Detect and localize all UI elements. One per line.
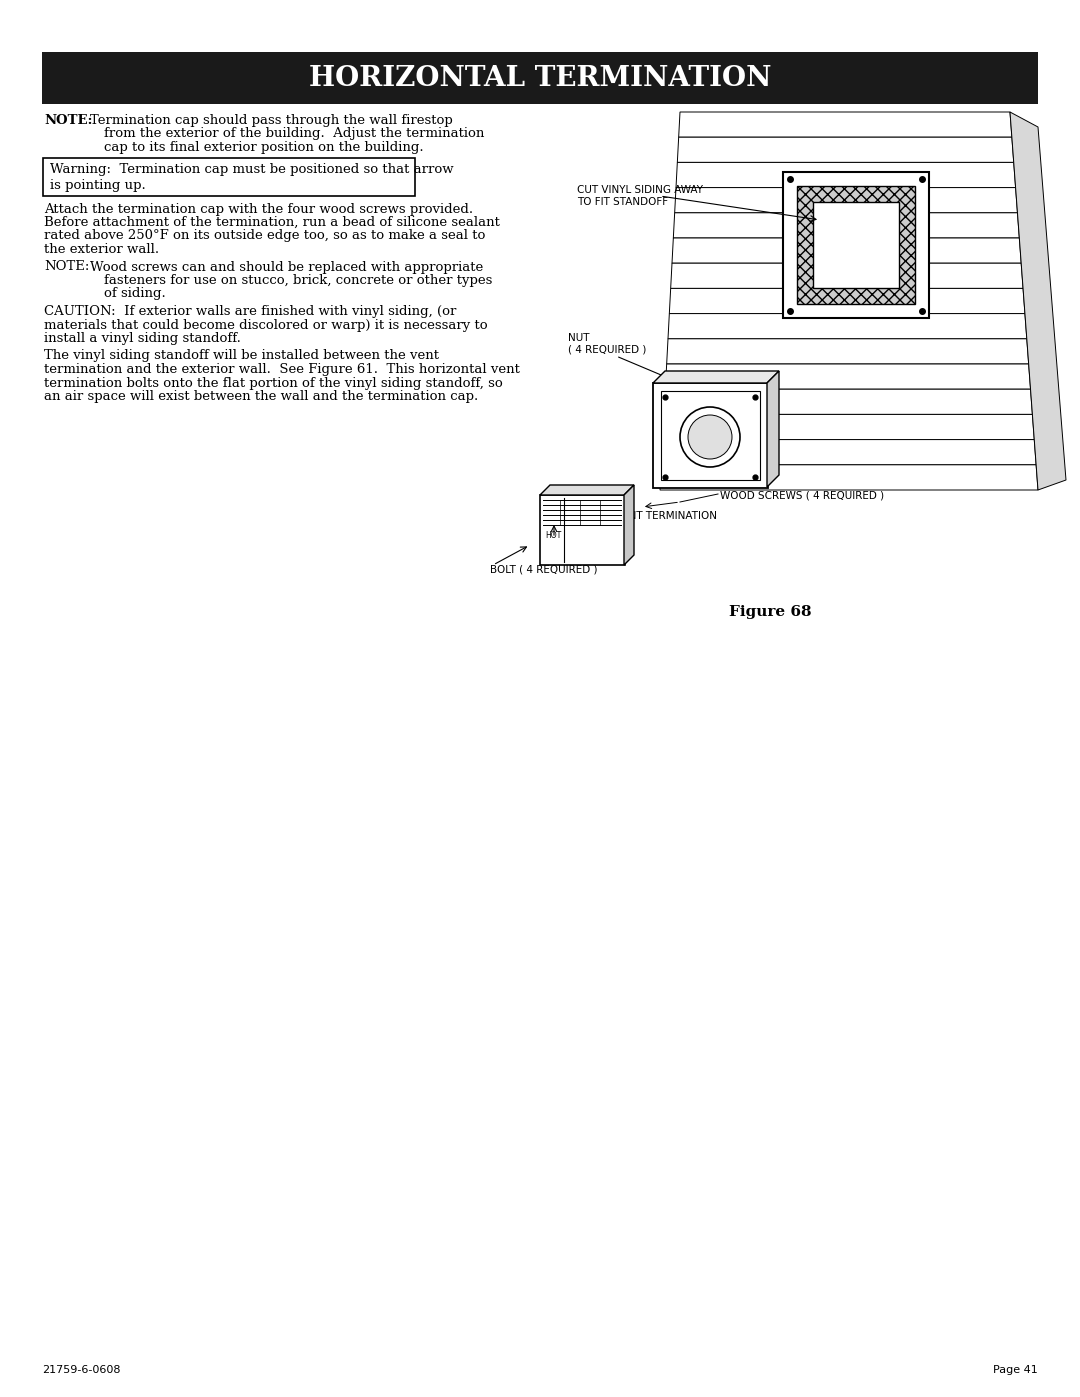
Bar [783,172,929,319]
Polygon shape [675,187,1017,212]
Polygon shape [670,288,1025,313]
Text: The vinyl siding standoff will be installed between the vent: The vinyl siding standoff will be instal… [44,349,438,362]
Circle shape [688,415,732,460]
Text: from the exterior of the building.  Adjust the termination: from the exterior of the building. Adjus… [104,127,484,141]
Bar [661,391,760,481]
Bar [42,52,1038,103]
Text: NUT
( 4 REQUIRED ): NUT ( 4 REQUIRED ) [568,332,646,355]
Text: termination and the exterior wall.  See Figure 61.  This horizontal vent: termination and the exterior wall. See F… [44,363,519,376]
Polygon shape [653,372,779,383]
Polygon shape [540,485,634,495]
Polygon shape [624,485,634,564]
Circle shape [680,407,740,467]
Bar [797,186,915,305]
Text: Before attachment of the termination, run a bead of silicone sealant: Before attachment of the termination, ru… [44,217,500,229]
Text: cap to its final exterior position on the building.: cap to its final exterior position on th… [104,141,423,154]
Text: Figure 68: Figure 68 [729,605,811,619]
Polygon shape [676,162,1015,187]
Text: WOOD SCREWS ( 4 REQUIRED ): WOOD SCREWS ( 4 REQUIRED ) [720,490,885,500]
Polygon shape [767,372,779,488]
Text: Termination cap should pass through the wall firestop: Termination cap should pass through the … [90,115,453,127]
Text: Warning:  Termination cap must be positioned so that arrow
is pointing up.: Warning: Termination cap must be positio… [50,163,454,191]
Text: install a vinyl siding standoff.: install a vinyl siding standoff. [44,332,241,345]
Text: an air space will exist between the wall and the termination cap.: an air space will exist between the wall… [44,390,478,402]
Text: of siding.: of siding. [104,288,165,300]
FancyBboxPatch shape [43,158,415,196]
Polygon shape [664,390,1032,415]
Text: termination bolts onto the flat portion of the vinyl siding standoff, so: termination bolts onto the flat portion … [44,377,503,390]
Text: NOTE:: NOTE: [44,115,93,127]
Text: the exterior wall.: the exterior wall. [44,243,159,256]
Polygon shape [1010,112,1066,490]
Polygon shape [678,112,1012,137]
Text: Wood screws can and should be replaced with appropriate: Wood screws can and should be replaced w… [90,260,483,274]
Text: Attach the termination cap with the four wood screws provided.: Attach the termination cap with the four… [44,203,473,215]
Text: Page 41: Page 41 [994,1365,1038,1375]
Text: 21759-6-0608: 21759-6-0608 [42,1365,121,1375]
Text: CAUTION:  If exterior walls are finished with vinyl siding, (or: CAUTION: If exterior walls are finished … [44,305,457,319]
Bar [813,203,899,288]
Text: NOTE:: NOTE: [44,260,90,274]
Text: HOT: HOT [545,531,562,539]
Bar [540,495,625,564]
Text: CUT VINYL SIDING AWAY
TO FIT STANDOFF: CUT VINYL SIDING AWAY TO FIT STANDOFF [577,184,703,207]
Polygon shape [665,365,1030,390]
Text: HORIZONTAL TERMINATION: HORIZONTAL TERMINATION [309,64,771,91]
Polygon shape [661,440,1036,465]
Text: BOLT ( 4 REQUIRED ): BOLT ( 4 REQUIRED ) [490,564,597,574]
Bar [653,383,768,488]
Text: VENT TERMINATION: VENT TERMINATION [615,511,717,521]
Text: fasteners for use on stucco, brick, concrete or other types: fasteners for use on stucco, brick, conc… [104,274,492,286]
Polygon shape [677,137,1014,162]
Polygon shape [669,313,1027,339]
Text: materials that could become discolored or warp) it is necessary to: materials that could become discolored o… [44,319,488,331]
Polygon shape [660,465,1038,490]
Polygon shape [673,212,1020,237]
Polygon shape [666,339,1028,365]
Polygon shape [671,263,1023,288]
Text: rated above 250°F on its outside edge too, so as to make a seal to: rated above 250°F on its outside edge to… [44,229,485,243]
Polygon shape [672,237,1022,263]
Polygon shape [663,415,1035,440]
